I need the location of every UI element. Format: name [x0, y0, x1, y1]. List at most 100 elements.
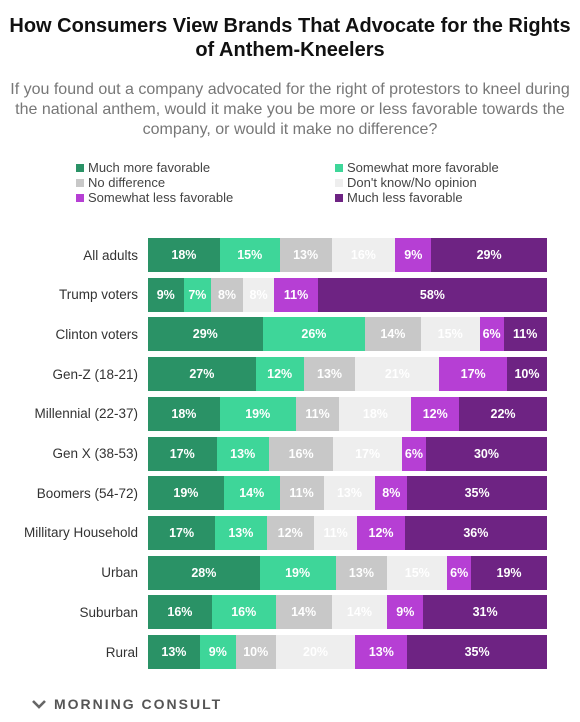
bar-segment: 8% [242, 277, 275, 312]
stacked-bar: 18% 15% 13% 16% 9% 29% [148, 238, 547, 272]
bar-row: Urban 28% 19% 13% 15% 6% 19% [0, 555, 580, 596]
legend-label: Somewhat more favorable [347, 160, 499, 175]
legend-swatch [76, 178, 84, 187]
legend-swatch [335, 193, 343, 202]
category-label: Suburban [79, 604, 138, 620]
chart-title: How Consumers View Brands That Advocate … [9, 15, 571, 61]
bar-segment: 17% [148, 436, 217, 471]
bar-row: Millennial (22-37) 18% 19% 11% 18% 12% 22% [0, 396, 580, 437]
bar-segment: 29% [431, 238, 547, 272]
bar-segment: 6% [447, 555, 472, 590]
bar-segment: 18% [148, 396, 220, 431]
stacked-bar-chart: All adults 18% 15% 13% 16% 9% 29% Trump voters 9… [0, 230, 580, 670]
bar-row: Boomers (54-72) 19% 14% 11% 13% 8% 35% [0, 476, 580, 516]
bar-segment: 14% [331, 595, 388, 630]
bar-segment: 11% [279, 476, 324, 511]
category-label: Clinton voters [55, 326, 138, 342]
legend-item: Somewhat less favorable [76, 190, 233, 205]
legend-label: Somewhat less favorable [88, 190, 234, 205]
bar-segment: 17% [333, 436, 402, 471]
bar-segment: 9% [395, 238, 432, 272]
bar-segment: 11% [274, 277, 318, 312]
bar-segment: 10% [235, 635, 276, 669]
legend-item: Much more favorable [76, 160, 210, 175]
bar-segment: 6% [479, 317, 504, 352]
bar-segment: 17% [439, 357, 508, 392]
bar-segment: 13% [323, 476, 376, 511]
category-label: Millennial (22-37) [34, 406, 138, 422]
bar-segment: 28% [148, 555, 260, 590]
legend-swatch [76, 163, 84, 172]
chart-subtitle: If you found out a company advocated for… [10, 81, 570, 138]
bar-row: Trump voters 9% 7% 8% 8% 11% 58% [0, 277, 580, 318]
category-label: Trump voters [58, 287, 138, 303]
stacked-bar: 29% 26% 14% 15% 6% 11% [148, 317, 547, 352]
bar-segment: 11% [503, 317, 547, 352]
bar-segment: 31% [423, 595, 547, 630]
legend-label: Much more favorable [88, 160, 211, 175]
bar-segment: 19% [148, 476, 224, 511]
bar-segment: 10% [507, 357, 547, 392]
bar-segment: 6% [401, 436, 427, 471]
bar-segment: 9% [387, 595, 424, 630]
stacked-bar: 17% 13% 16% 17% 6% 30% [148, 436, 547, 471]
bar-segment: 36% [404, 515, 547, 550]
bar-row: Clinton voters 29% 26% 14% 15% 6% 11% [0, 317, 580, 357]
category-label: Urban [101, 565, 138, 581]
bar-row: Gen-Z (18-21) 27% 12% 13% 21% 17% 10% [0, 357, 580, 397]
bar-segment: 19% [259, 555, 336, 590]
bar-row: All adults 18% 15% 13% 16% 9% 29% [0, 238, 580, 278]
category-label: Rural [105, 644, 138, 660]
bar-segment: 21% [355, 357, 440, 392]
bar-segment: 13% [216, 436, 269, 471]
category-label: Gen X (38-53) [52, 446, 138, 461]
category-label: Gen-Z (18-21) [52, 366, 138, 382]
bar-segment: 30% [426, 436, 547, 471]
bar-segment: 15% [420, 317, 480, 352]
bar-segment: 14% [275, 595, 332, 630]
bar-segment: 8% [375, 476, 408, 511]
bar-segment: 9% [148, 277, 184, 312]
stacked-bar: 19% 14% 11% 13% 8% 35% [148, 476, 547, 511]
bar-segment: 35% [407, 635, 547, 669]
bar-segment: 13% [303, 357, 356, 392]
stacked-bar: 28% 19% 13% 15% 6% 19% [148, 555, 547, 590]
bar-segment: 18% [339, 396, 412, 431]
bar-segment: 12% [411, 396, 460, 431]
legend-swatch [76, 193, 84, 202]
bar-row: Rural 13% 9% 10% 20% 13% 35% [0, 635, 580, 675]
bar-segment: 11% [313, 515, 358, 550]
bar-segment: 29% [148, 317, 263, 352]
chevron-logo-icon [32, 700, 46, 709]
legend-item: No difference [76, 175, 165, 190]
bar-segment: 16% [268, 436, 334, 471]
bar-segment: 16% [211, 595, 276, 630]
bar-segment: 13% [279, 238, 332, 272]
bar-segment: 13% [215, 515, 267, 550]
bar-segment: 17% [148, 515, 216, 550]
bar-segment: 20% [275, 635, 356, 669]
bar-segment: 22% [459, 396, 547, 431]
bar-segment: 15% [387, 555, 448, 590]
bar-segment: 12% [255, 357, 304, 392]
legend-label: Much less favorable [347, 190, 463, 205]
bar-segment: 12% [357, 515, 405, 550]
legend-item: Don't know/No opinion [335, 175, 477, 190]
stacked-bar: 27% 12% 13% 21% 17% 10% [148, 357, 547, 392]
bar-segment: 13% [148, 635, 200, 669]
legend-item: Much less favorable [335, 190, 463, 205]
bar-segment: 13% [355, 635, 408, 669]
bar-row: Millitary Household 17% 13% 12% 11% 12% 36% [0, 515, 580, 556]
bar-segment: 8% [211, 277, 243, 312]
bar-segment: 7% [183, 277, 212, 312]
stacked-bar: 18% 19% 11% 18% 12% 22% [148, 396, 547, 431]
bar-segment: 16% [148, 595, 212, 630]
morning-consult-logo: MORNING CONSULT [32, 694, 222, 714]
legend-label: No difference [88, 175, 166, 190]
legend-swatch [335, 178, 343, 187]
bar-segment: 12% [266, 515, 314, 550]
bar-segment: 35% [407, 476, 547, 511]
bar-segment: 13% [335, 555, 388, 590]
category-label: All adults [83, 247, 138, 263]
legend-label: Don't know/No opinion [347, 175, 477, 190]
